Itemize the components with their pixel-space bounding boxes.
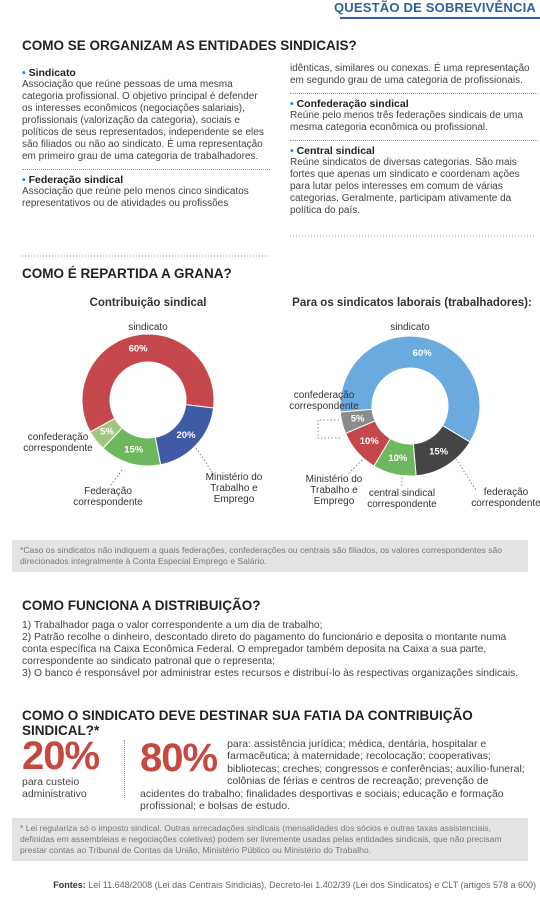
value-label: 60% <box>129 343 149 354</box>
category-label: confederação correspondente <box>23 432 93 454</box>
entity-name: Confederação sindical <box>290 98 538 110</box>
allocation-value: 20% <box>22 734 100 778</box>
category-label: Federação correspondente <box>73 486 143 508</box>
footnote: *Caso os sindicatos não indiquem a quais… <box>12 540 528 572</box>
value-label: 20% <box>177 430 197 441</box>
leader-line <box>317 419 346 439</box>
value-label: 15% <box>429 446 449 457</box>
entity-text: Reúne pelo menos três federações sindica… <box>290 110 523 133</box>
step: 1) Trabalhador paga o valor corresponden… <box>22 620 323 631</box>
pie-slice <box>89 417 123 449</box>
pie-slice <box>339 408 376 435</box>
leader-lines <box>100 419 477 491</box>
sources-label: Fontes: <box>53 880 86 890</box>
leader-line <box>195 447 215 476</box>
pie-slice <box>81 333 215 433</box>
allocation-text: para custeio administrativo <box>22 776 87 800</box>
value-label: 60% <box>413 348 433 359</box>
leader-line <box>109 469 123 487</box>
entity-text: Associação que reúne pessoas de uma mesm… <box>22 79 264 162</box>
pie-slice <box>339 335 481 443</box>
entity-text: Associação que reúne pelo menos cinco si… <box>22 63 530 209</box>
separator <box>124 740 125 798</box>
value-label: 5% <box>100 427 114 438</box>
step: 2) Patrão recolhe o dinheiro, descontado… <box>22 632 507 667</box>
category-label: Ministério do Trabalho e Emprego <box>305 474 363 507</box>
category-label: federação correspondente <box>471 487 540 509</box>
allocation-text: para: assistência jurídica; médica, dent… <box>140 738 525 813</box>
value-label: 10% <box>388 453 408 464</box>
chart-title: Para os sindicatos laborais (trabalhador… <box>292 297 532 309</box>
sources: Fontes: Lei 11.648/2008 (Lei das Centrai… <box>0 880 536 890</box>
category-label: central sindical correspondente <box>367 488 437 510</box>
sources-text: Lei 11.648/2008 (Lei das Centrais Sindic… <box>88 880 536 890</box>
leader-line <box>453 455 477 491</box>
header-rule <box>340 17 540 19</box>
section-title: COMO O SINDICATO DEVE DESTINAR SUA FATIA… <box>22 708 473 738</box>
entity-name: Federação sindical <box>22 174 270 186</box>
value-label: 15% <box>124 445 144 456</box>
section-title: COMO SE ORGANIZAM AS ENTIDADES SINDICAIS… <box>22 38 357 53</box>
chart-title: Contribuição sindical <box>89 297 207 309</box>
section-title: COMO É REPARTIDA A GRANA? <box>22 266 232 281</box>
steps: 1) Trabalhador paga o valor corresponden… <box>22 620 532 680</box>
value-label: 5% <box>351 414 365 425</box>
entity-text: Reúne sindicatos de diversas categorias.… <box>290 157 520 216</box>
leader-line <box>347 459 363 475</box>
value-label: 10% <box>360 436 380 447</box>
footnote: * Lei regulariza só o imposto sindical. … <box>12 818 528 861</box>
category-label: sindicato <box>390 322 430 333</box>
category-label: confederação correspondente <box>289 390 359 412</box>
category-label: sindicato <box>128 322 168 333</box>
allocation-value: 80% <box>140 736 218 780</box>
entity-name: Central sindical <box>290 145 538 157</box>
category-label: Ministério do Trabalho e Emprego <box>205 472 263 505</box>
section-title: COMO FUNCIONA A DISTRIBUIÇÃO? <box>22 598 261 613</box>
step: 3) O banco é responsável por administrar… <box>22 668 519 679</box>
allocation-item: 20% para custeio administrativo <box>22 736 118 800</box>
entity-name: Sindicato <box>22 67 270 79</box>
allocation-item: 80% para: assistência jurídica; médica, … <box>140 738 536 812</box>
header-title: QUESTÃO DE SOBREVIVÊNCIA <box>334 0 536 15</box>
